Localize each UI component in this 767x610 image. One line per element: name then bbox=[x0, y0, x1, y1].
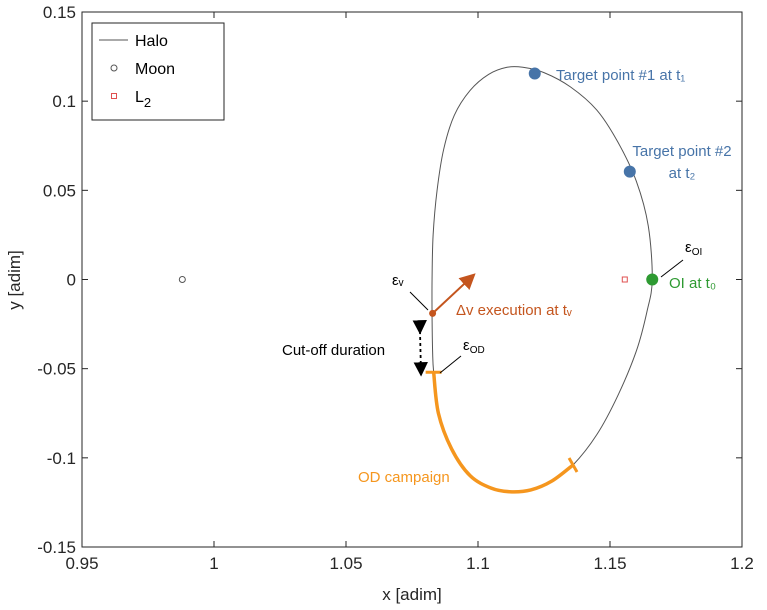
y-tick-label: 0 bbox=[67, 271, 76, 290]
x-axis-label: x [adim] bbox=[382, 585, 442, 604]
y-axis-label: y [adim] bbox=[5, 250, 24, 310]
legend-l2-sub: 2 bbox=[144, 95, 151, 110]
legend-l2-swatch bbox=[111, 93, 117, 99]
legend: Halo Moon L2 bbox=[91, 22, 225, 121]
target-point-1 bbox=[528, 67, 541, 80]
x-tick-label: 1 bbox=[209, 554, 218, 573]
dv-arrow bbox=[431, 273, 476, 315]
moon-marker bbox=[178, 276, 186, 283]
legend-moon-swatch bbox=[110, 64, 118, 72]
target2-label-line2: at t₂ bbox=[669, 165, 696, 182]
cutoff-arrow bbox=[412, 320, 428, 377]
oi-point bbox=[646, 273, 659, 286]
od-campaign-end-tick bbox=[567, 457, 579, 473]
x-tick-label: 1.05 bbox=[329, 554, 362, 573]
y-tick-label: -0.15 bbox=[37, 538, 76, 557]
eps-od-label: εOD bbox=[463, 337, 485, 356]
eps-od-symbol: ε bbox=[463, 337, 470, 354]
y-tick-label: 0.1 bbox=[52, 92, 76, 111]
y-axis-ticks: -0.15 -0.1 -0.05 0 0.05 0.1 0.15 bbox=[37, 3, 742, 557]
target2-label-line1: Target point #2 bbox=[632, 143, 731, 160]
dv-label: Δv execution at tᵥ bbox=[456, 302, 572, 319]
eps-oi-leader bbox=[660, 259, 684, 278]
eps-od-leader bbox=[439, 355, 462, 374]
cutoff-label: Cut-off duration bbox=[282, 342, 385, 359]
eps-oi-sub: OI bbox=[692, 247, 703, 258]
x-tick-label: 1.2 bbox=[730, 554, 754, 573]
x-axis-ticks: 0.95 1 1.05 1.1 1.15 1.2 bbox=[65, 12, 754, 573]
x-tick-label: 1.15 bbox=[593, 554, 626, 573]
y-tick-label: -0.05 bbox=[37, 360, 76, 379]
legend-halo-label: Halo bbox=[135, 33, 168, 50]
eps-od-sub: OD bbox=[470, 345, 485, 356]
od-campaign-arc bbox=[431, 372, 575, 494]
eps-v-leader bbox=[409, 291, 429, 311]
od-campaign-label: OD campaign bbox=[358, 469, 450, 486]
target1-label: Target point #1 at t₁ bbox=[556, 67, 685, 84]
legend-l2-label: L2 bbox=[135, 89, 151, 110]
eps-oi-symbol: ε bbox=[685, 239, 692, 256]
eps-v-label: εᵥ bbox=[392, 272, 404, 289]
target-point-2 bbox=[623, 165, 636, 178]
oi-label: OI at t₀ bbox=[669, 275, 716, 292]
x-tick-label: 1.1 bbox=[466, 554, 490, 573]
eps-oi-label: εOI bbox=[685, 239, 702, 258]
dv-point bbox=[429, 309, 437, 317]
legend-l2-main: L bbox=[135, 89, 144, 106]
legend-moon-label: Moon bbox=[135, 61, 175, 78]
l2-marker bbox=[621, 276, 628, 283]
x-tick-label: 0.95 bbox=[65, 554, 98, 573]
y-tick-label: 0.15 bbox=[43, 3, 76, 22]
y-tick-label: -0.1 bbox=[47, 449, 76, 468]
y-tick-label: 0.05 bbox=[43, 181, 76, 200]
